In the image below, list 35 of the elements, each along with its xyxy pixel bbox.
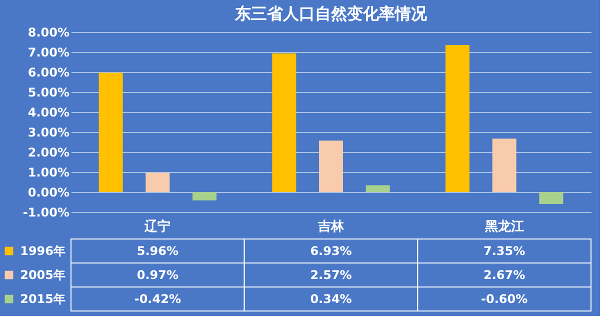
data-label: 0.34% <box>310 292 352 306</box>
data-label: 5.96% <box>136 244 178 258</box>
bar <box>319 140 343 192</box>
y-tick-label: 4.00% <box>28 106 70 120</box>
x-tick-label: 黑龙江 <box>484 220 524 234</box>
data-label: 0.97% <box>136 268 178 282</box>
legend-label: 2005年 <box>20 268 66 282</box>
bar <box>539 192 564 204</box>
data-label: 7.35% <box>484 244 526 258</box>
x-tick-label: 吉林 <box>317 220 345 234</box>
y-tick-label: -1.00% <box>22 206 70 220</box>
data-label: 2.67% <box>484 268 526 282</box>
y-tick-label: 2.00% <box>28 146 70 160</box>
bar <box>98 72 123 192</box>
bar <box>492 138 516 192</box>
data-label: -0.42% <box>134 292 181 306</box>
x-tick-label: 辽宁 <box>144 218 171 234</box>
y-tick-label: 6.00% <box>28 66 70 80</box>
y-tick-label: 1.00% <box>28 166 70 180</box>
legend-label: 1996年 <box>20 244 66 258</box>
bar <box>272 53 296 192</box>
y-tick-label: 3.00% <box>28 126 70 140</box>
bar <box>192 192 217 200</box>
y-tick-label: 8.00% <box>28 26 70 40</box>
bar <box>146 172 170 192</box>
data-label: 6.93% <box>310 244 352 258</box>
legend-label: 2015年 <box>20 292 66 306</box>
data-label: -0.60% <box>481 292 528 306</box>
y-tick-label: 0.00% <box>28 186 70 200</box>
y-tick-label: 5.00% <box>28 86 70 100</box>
bar <box>366 185 390 192</box>
data-label: 2.57% <box>310 268 352 282</box>
bar <box>445 45 470 192</box>
y-tick-label: 7.00% <box>28 46 70 60</box>
chart-title: 东三省人口自然变化率情况 <box>234 4 428 23</box>
